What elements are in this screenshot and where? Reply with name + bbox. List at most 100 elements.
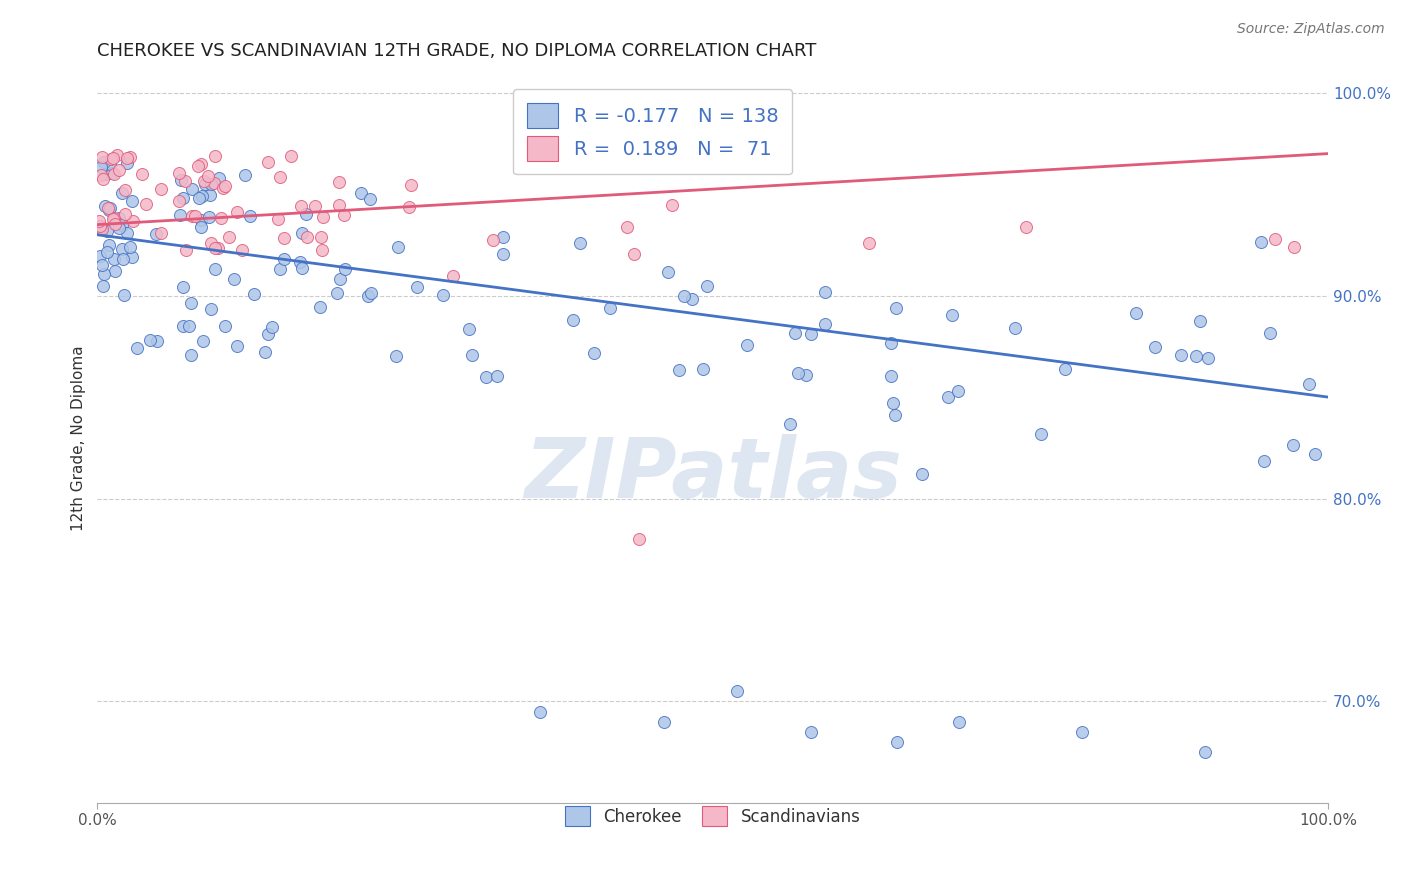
Point [311,243,333,257]
Point [387,240,409,254]
Point [1054,361,1077,376]
Point [475,369,498,384]
Point [800,725,823,739]
Point [1185,349,1208,363]
Point [111,219,134,233]
Point [214,178,236,193]
Point [290,199,312,213]
Point [1197,351,1219,365]
Point [616,220,638,235]
Point [93,155,115,169]
Legend: Cherokee, Scandinavians: Cherokee, Scandinavians [557,797,869,835]
Point [190,156,212,170]
Point [111,242,134,256]
Point [1014,219,1036,234]
Point [90,221,112,235]
Point [661,198,683,212]
Point [398,200,420,214]
Point [360,286,382,301]
Point [225,339,247,353]
Point [948,384,970,398]
Point [269,169,291,184]
Point [117,226,139,240]
Point [96,201,118,215]
Point [291,226,314,240]
Point [188,191,211,205]
Point [1188,313,1211,327]
Point [681,293,703,307]
Point [886,735,908,749]
Point [212,181,235,195]
Point [627,532,650,546]
Point [485,368,508,383]
Point [668,363,690,377]
Point [233,168,256,182]
Point [202,176,225,190]
Point [883,409,905,423]
Point [1194,745,1216,759]
Point [911,467,934,481]
Point [204,241,226,255]
Point [90,222,112,236]
Point [194,177,217,191]
Point [1071,725,1094,739]
Point [87,214,110,228]
Point [105,148,128,162]
Point [231,244,253,258]
Point [172,280,194,294]
Point [200,178,222,192]
Point [267,212,290,227]
Point [108,211,131,225]
Point [304,198,326,212]
Point [170,173,193,187]
Point [582,345,605,359]
Point [295,206,318,220]
Point [91,258,114,272]
Point [280,149,302,163]
Point [115,156,138,170]
Point [441,268,464,283]
Point [121,194,143,209]
Point [291,261,314,276]
Point [326,286,349,301]
Point [218,230,240,244]
Point [335,262,357,277]
Point [197,169,219,184]
Point [880,335,903,350]
Point [814,285,837,300]
Point [725,684,748,698]
Point [209,211,232,226]
Point [172,318,194,333]
Point [91,172,114,186]
Point [401,178,423,193]
Point [652,714,675,729]
Point [295,230,318,244]
Point [131,167,153,181]
Point [135,196,157,211]
Point [204,261,226,276]
Point [794,368,817,383]
Point [145,227,167,241]
Point [111,186,134,200]
Point [492,229,515,244]
Point [783,326,806,340]
Point [350,186,373,200]
Point [253,344,276,359]
Point [114,183,136,197]
Point [779,417,801,432]
Point [198,210,221,224]
Point [1029,426,1052,441]
Point [200,302,222,317]
Point [96,224,118,238]
Point [308,300,330,314]
Point [191,189,214,203]
Point [936,390,959,404]
Point [167,166,190,180]
Point [103,211,125,225]
Point [98,156,121,170]
Point [884,301,907,316]
Point [948,714,970,729]
Point [172,191,194,205]
Point [814,317,837,331]
Point [858,235,880,250]
